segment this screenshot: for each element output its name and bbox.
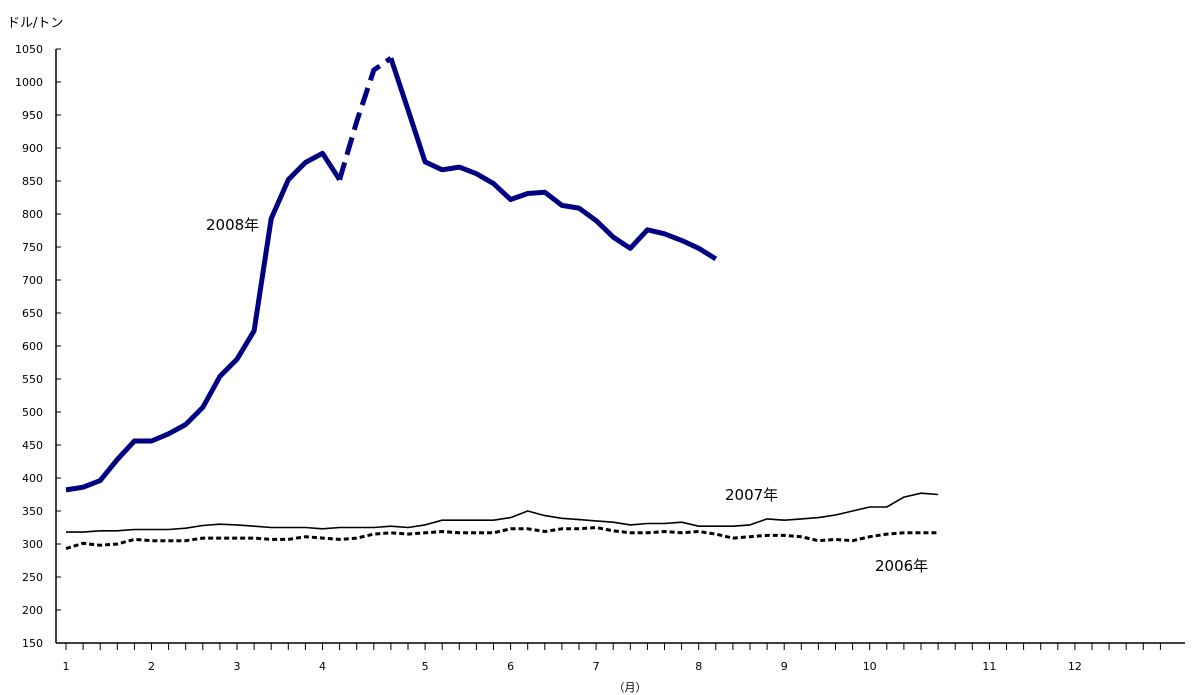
y-tick-label: 800 — [22, 208, 43, 221]
series-line-2008 — [65, 150, 342, 493]
x-tick-label: 7 — [593, 660, 600, 673]
x-tick-label: 10 — [863, 660, 877, 673]
series-label-2008: 2008年 — [206, 216, 259, 234]
y-tick-label: 650 — [22, 307, 43, 320]
y-axis-ticks: 150 200 250 300 350 400 450 500 550 600 650 700 750 8… — [15, 43, 61, 650]
x-tick-label: 9 — [781, 660, 788, 673]
y-tick-label: 750 — [22, 241, 43, 254]
x-tick-label: 6 — [507, 660, 514, 673]
y-tick-label: 1000 — [15, 76, 43, 89]
x-tick-label: 3 — [234, 660, 241, 673]
x-tick-label: 1 — [63, 660, 70, 673]
series-line-2007 — [66, 492, 939, 533]
y-tick-label: 300 — [22, 538, 43, 551]
y-tick-label: 150 — [22, 637, 43, 650]
x-tick-label: 2 — [148, 660, 155, 673]
y-tick-label: 500 — [22, 406, 43, 419]
y-axis-unit: ドル/トン — [7, 16, 63, 31]
x-axis-title: （月） — [614, 681, 647, 694]
y-tick-label: 600 — [22, 340, 43, 353]
series-label-2007: 2007年 — [725, 486, 778, 504]
y-tick-label: 450 — [22, 439, 43, 452]
y-tick-label: 950 — [22, 109, 43, 122]
series-line-2006 — [65, 526, 939, 551]
y-tick-label: 200 — [22, 604, 43, 617]
x-tick-label: 12 — [1068, 660, 1082, 673]
series-label-2006: 2006年 — [875, 557, 928, 575]
y-tick-label: 850 — [22, 175, 43, 188]
series-line-2008-dashed — [337, 56, 393, 181]
x-tick-label: 11 — [982, 660, 996, 673]
y-tick-label: 400 — [22, 472, 43, 485]
y-tick-label: 1050 — [15, 43, 43, 56]
x-axis-ticks: 1 2 3 4 5 6 7 8 9 10 11 12 — [63, 643, 1161, 673]
series-line-2008 — [388, 57, 718, 262]
y-tick-label: 900 — [22, 142, 43, 155]
x-tick-label: 8 — [695, 660, 702, 673]
series-lines — [65, 56, 939, 551]
x-tick-label: 4 — [319, 660, 326, 673]
y-tick-label: 700 — [22, 274, 43, 287]
y-tick-label: 350 — [22, 505, 43, 518]
y-tick-label: 550 — [22, 373, 43, 386]
y-tick-label: 250 — [22, 571, 43, 584]
x-tick-label: 5 — [422, 660, 429, 673]
